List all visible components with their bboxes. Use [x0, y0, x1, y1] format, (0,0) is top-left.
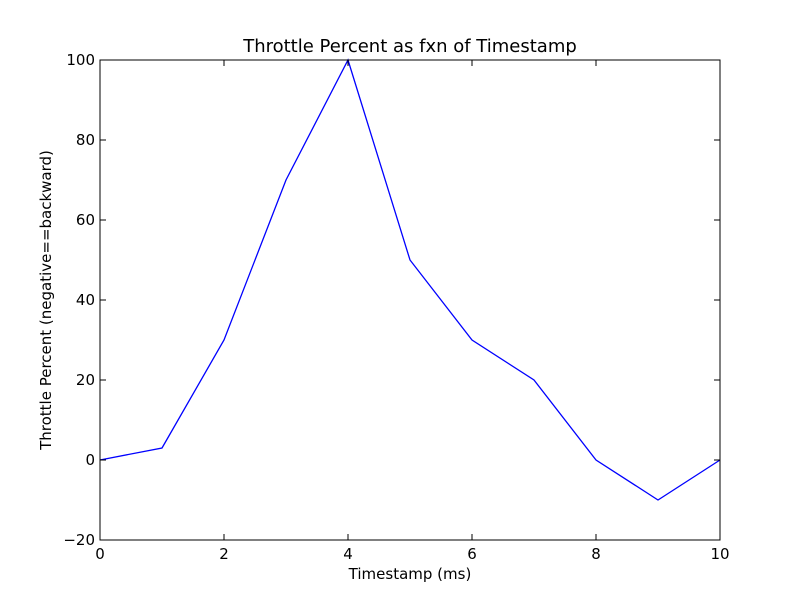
y-axis-label: Throttle Percent (negative==backward) [37, 150, 55, 451]
chart-title: Throttle Percent as fxn of Timestamp [242, 36, 577, 57]
x-tick-label: 6 [467, 545, 477, 563]
y-tick-label: 80 [76, 131, 95, 149]
x-tick-label: 2 [219, 545, 229, 563]
y-tick-label: 100 [66, 51, 95, 69]
x-tick-label: 8 [591, 545, 601, 563]
y-tick-label: 20 [76, 371, 95, 389]
y-tick-label: 60 [76, 211, 95, 229]
x-tick-label: 10 [710, 545, 729, 563]
y-tick-label: 0 [85, 451, 95, 469]
y-tick-label: −20 [63, 531, 95, 549]
y-tick-label: 40 [76, 291, 95, 309]
x-tick-label: 4 [343, 545, 353, 563]
x-axis-label: Timestamp (ms) [348, 565, 472, 583]
x-tick-label: 0 [95, 545, 105, 563]
plot-area [100, 60, 720, 540]
